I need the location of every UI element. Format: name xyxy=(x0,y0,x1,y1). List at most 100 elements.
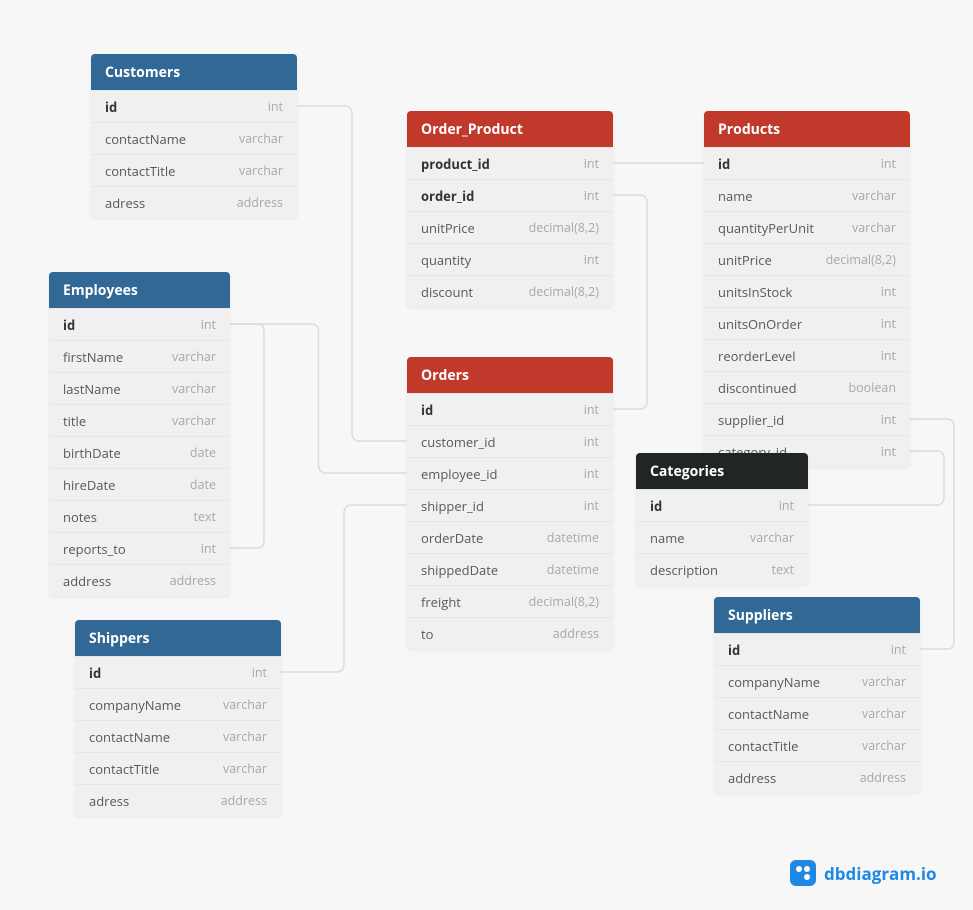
table-header[interactable]: Suppliers xyxy=(714,597,920,633)
column-name: product_id xyxy=(421,155,490,173)
table-orders[interactable]: Ordersidintcustomer_idintemployee_idints… xyxy=(407,357,613,649)
table-shippers[interactable]: ShippersidintcompanyNamevarcharcontactNa… xyxy=(75,620,281,816)
column-name: contactTitle xyxy=(105,162,175,180)
column-name: id xyxy=(89,664,101,682)
column-row[interactable]: idint xyxy=(704,147,910,179)
column-row[interactable]: quantityPerUnitvarchar xyxy=(704,211,910,243)
column-type: varchar xyxy=(862,673,906,690)
table-header[interactable]: Order_Product xyxy=(407,111,613,147)
column-type: int xyxy=(881,443,896,460)
column-type: decimal(8,2) xyxy=(826,251,896,268)
table-header[interactable]: Products xyxy=(704,111,910,147)
column-name: address xyxy=(728,769,776,787)
column-type: int xyxy=(584,401,599,418)
column-name: address xyxy=(63,572,111,590)
relationship-edge[interactable] xyxy=(613,195,647,409)
column-row[interactable]: idint xyxy=(91,90,297,122)
column-row[interactable]: reorderLevelint xyxy=(704,339,910,371)
column-row[interactable]: supplier_idint xyxy=(704,403,910,435)
column-row[interactable]: toaddress xyxy=(407,617,613,649)
column-row[interactable]: notestext xyxy=(49,500,230,532)
table-header[interactable]: Shippers xyxy=(75,620,281,656)
column-type: text xyxy=(194,508,216,525)
column-row[interactable]: contactTitlevarchar xyxy=(91,154,297,186)
column-type: int xyxy=(891,641,906,658)
column-type: int xyxy=(584,465,599,482)
column-row[interactable]: orderDatedatetime xyxy=(407,521,613,553)
column-row[interactable]: adressaddress xyxy=(91,186,297,218)
table-suppliers[interactable]: SuppliersidintcompanyNamevarcharcontactN… xyxy=(714,597,920,793)
column-row[interactable]: addressaddress xyxy=(49,564,230,596)
column-row[interactable]: namevarchar xyxy=(636,521,808,553)
table-header[interactable]: Orders xyxy=(407,357,613,393)
table-categories[interactable]: Categoriesidintnamevarchardescriptiontex… xyxy=(636,453,808,585)
table-header[interactable]: Employees xyxy=(49,272,230,308)
column-row[interactable]: titlevarchar xyxy=(49,404,230,436)
column-row[interactable]: descriptiontext xyxy=(636,553,808,585)
column-row[interactable]: contactNamevarchar xyxy=(91,122,297,154)
column-row[interactable]: firstNamevarchar xyxy=(49,340,230,372)
column-row[interactable]: quantityint xyxy=(407,243,613,275)
column-row[interactable]: unitsInStockint xyxy=(704,275,910,307)
column-row[interactable]: shippedDatedatetime xyxy=(407,553,613,585)
column-row[interactable]: discontinuedboolean xyxy=(704,371,910,403)
column-row[interactable]: unitsOnOrderint xyxy=(704,307,910,339)
column-type: int xyxy=(584,433,599,450)
relationship-edge[interactable] xyxy=(230,324,264,548)
table-order_product[interactable]: Order_Productproduct_idintorder_idintuni… xyxy=(407,111,613,307)
relationship-edge[interactable] xyxy=(230,324,407,473)
column-row[interactable]: discountdecimal(8,2) xyxy=(407,275,613,307)
column-name: supplier_id xyxy=(718,411,784,429)
column-row[interactable]: companyNamevarchar xyxy=(75,688,281,720)
column-name: order_id xyxy=(421,187,474,205)
column-row[interactable]: contactNamevarchar xyxy=(714,697,920,729)
column-name: companyName xyxy=(89,696,181,714)
column-type: int xyxy=(584,251,599,268)
column-row[interactable]: birthDatedate xyxy=(49,436,230,468)
column-row[interactable]: contactTitlevarchar xyxy=(714,729,920,761)
column-row[interactable]: hireDatedate xyxy=(49,468,230,500)
column-name: hireDate xyxy=(63,476,115,494)
table-header[interactable]: Customers xyxy=(91,54,297,90)
column-name: id xyxy=(421,401,433,419)
column-row[interactable]: idint xyxy=(636,489,808,521)
column-row[interactable]: idint xyxy=(714,633,920,665)
column-row[interactable]: lastNamevarchar xyxy=(49,372,230,404)
column-row[interactable]: addressaddress xyxy=(714,761,920,793)
table-customers[interactable]: CustomersidintcontactNamevarcharcontactT… xyxy=(91,54,297,218)
column-row[interactable]: unitPricedecimal(8,2) xyxy=(704,243,910,275)
column-name: shipper_id xyxy=(421,497,484,515)
column-row[interactable]: contactNamevarchar xyxy=(75,720,281,752)
column-name: to xyxy=(421,625,433,643)
column-row[interactable]: idint xyxy=(49,308,230,340)
column-row[interactable]: product_idint xyxy=(407,147,613,179)
column-row[interactable]: order_idint xyxy=(407,179,613,211)
column-name: freight xyxy=(421,593,461,611)
column-row[interactable]: unitPricedecimal(8,2) xyxy=(407,211,613,243)
table-products[interactable]: ProductsidintnamevarcharquantityPerUnitv… xyxy=(704,111,910,467)
column-row[interactable]: reports_toint xyxy=(49,532,230,564)
column-row[interactable]: adressaddress xyxy=(75,784,281,816)
column-row[interactable]: shipper_idint xyxy=(407,489,613,521)
column-row[interactable]: companyNamevarchar xyxy=(714,665,920,697)
column-row[interactable]: employee_idint xyxy=(407,457,613,489)
relationship-edge[interactable] xyxy=(297,106,407,441)
column-row[interactable]: namevarchar xyxy=(704,179,910,211)
column-row[interactable]: idint xyxy=(75,656,281,688)
column-row[interactable]: freightdecimal(8,2) xyxy=(407,585,613,617)
column-row[interactable]: id int xyxy=(407,393,613,425)
column-type: varchar xyxy=(223,760,267,777)
column-row[interactable]: customer_idint xyxy=(407,425,613,457)
column-type: varchar xyxy=(239,130,283,147)
column-type: date xyxy=(190,444,216,461)
column-name: orderDate xyxy=(421,529,483,547)
column-type: varchar xyxy=(852,219,896,236)
column-name: unitPrice xyxy=(421,219,475,237)
table-header[interactable]: Categories xyxy=(636,453,808,489)
table-employees[interactable]: EmployeesidintfirstNamevarcharlastNameva… xyxy=(49,272,230,596)
relationship-edge[interactable] xyxy=(281,505,407,672)
column-type: int xyxy=(881,283,896,300)
column-name: contactName xyxy=(89,728,170,746)
column-row[interactable]: contactTitlevarchar xyxy=(75,752,281,784)
column-name: id xyxy=(650,497,662,515)
